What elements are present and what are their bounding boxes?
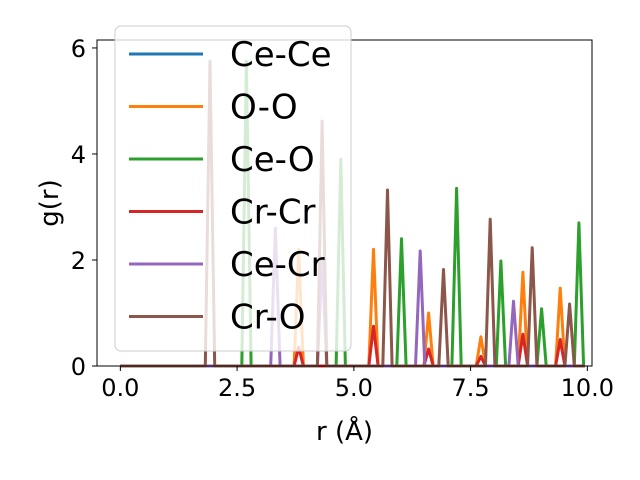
x-tick-label: 2.5 bbox=[218, 374, 256, 402]
y-tick-label: 0 bbox=[71, 353, 86, 381]
legend-entry-label: Cr-Cr bbox=[230, 193, 316, 233]
y-axis-label: g(r) bbox=[35, 179, 65, 226]
y-axis: 0 2 4 6 bbox=[71, 35, 97, 381]
legend-entry-label: Ce-Cr bbox=[230, 245, 325, 285]
x-tick-label: 10.0 bbox=[561, 374, 614, 402]
legend-entry-label: Cr-O bbox=[230, 298, 306, 338]
x-axis-label: r (Å) bbox=[316, 415, 373, 447]
y-tick-label: 2 bbox=[71, 247, 86, 275]
legend-entry-label: Ce-O bbox=[230, 140, 315, 180]
legend-entry-label: O-O bbox=[230, 88, 298, 128]
legend: Ce-Ce O-O Ce-O Cr-Cr Ce-Cr Cr-O bbox=[114, 25, 352, 352]
x-tick-label: 0.0 bbox=[101, 374, 139, 402]
y-tick-label: 6 bbox=[71, 35, 86, 63]
x-tick-label: 7.5 bbox=[451, 374, 489, 402]
legend-entry-label: Ce-Ce bbox=[230, 35, 332, 75]
x-axis: 0.0 2.5 5.0 7.5 10.0 bbox=[101, 366, 614, 402]
y-tick-label: 4 bbox=[71, 141, 86, 169]
x-tick-label: 5.0 bbox=[335, 374, 373, 402]
